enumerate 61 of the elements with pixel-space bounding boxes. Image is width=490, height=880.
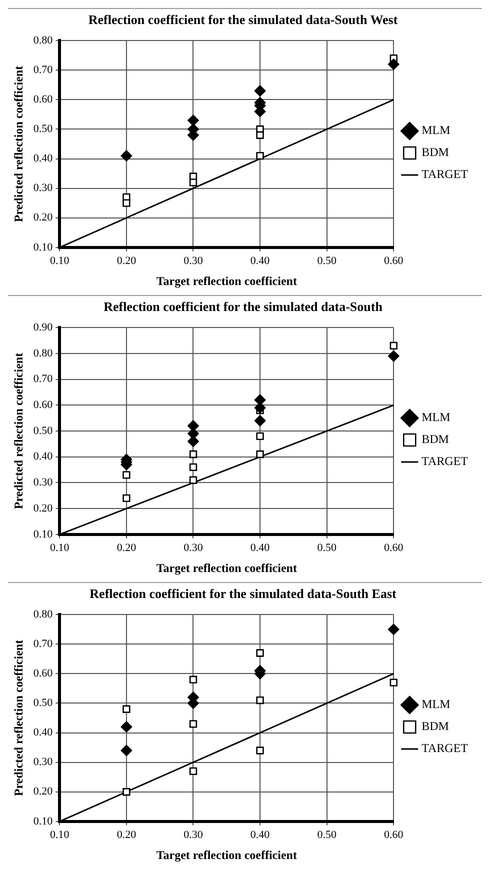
x-tick-label: 0.30 — [184, 254, 204, 267]
x-tick-label: 0.60 — [384, 254, 404, 267]
legend-label: BDM — [422, 719, 450, 734]
legend-label: MLM — [422, 697, 451, 712]
y-axis-title: Predicted reflection coefficient — [11, 640, 26, 796]
x-tick-label: 0.50 — [317, 254, 337, 267]
chart-title: Reflection coefficient for the simulated data-South East — [90, 586, 397, 602]
y-tick-label: 0.60 — [33, 94, 54, 106]
x-tick-label: 0.60 — [384, 828, 404, 841]
x-tick-label: 0.40 — [250, 254, 270, 267]
legend-label: TARGET — [422, 454, 469, 468]
legend-label: MLM — [422, 410, 451, 424]
y-tick-label: 0.50 — [33, 424, 54, 437]
y-tick-label: 0.30 — [33, 476, 54, 489]
y-tick-label: 0.80 — [33, 34, 54, 46]
y-tick-label: 0.20 — [33, 212, 54, 224]
y-tick-label: 0.70 — [33, 64, 54, 76]
x-tick-label: 0.30 — [184, 828, 204, 841]
legend-label: BDM — [422, 432, 450, 446]
y-tick-label: 0.80 — [33, 608, 54, 620]
y-tick-label: 0.60 — [33, 399, 54, 412]
x-tick-label: 0.40 — [250, 828, 270, 841]
chart-title: Reflection coefficient for the simulated data-South West — [88, 12, 398, 28]
x-tick-label: 0.40 — [250, 542, 270, 554]
x-axis-title: Target reflection coefficient — [156, 274, 297, 288]
y-tick-label: 0.20 — [33, 502, 54, 514]
chart-title: Reflection coefficient for the simulated data-South — [104, 299, 384, 314]
x-tick-label: 0.50 — [317, 542, 337, 554]
y-tick-label: 0.30 — [33, 182, 54, 194]
y-tick-label: 0.50 — [33, 123, 54, 136]
x-tick-label: 0.10 — [50, 828, 70, 841]
legend-label: TARGET — [422, 741, 469, 756]
x-tick-label: 0.20 — [116, 828, 137, 841]
legend-label: BDM — [422, 145, 450, 160]
y-tick-label: 0.10 — [33, 528, 54, 540]
y-tick-label: 0.10 — [33, 815, 54, 828]
y-tick-label: 0.90 — [33, 321, 54, 334]
y-tick-label: 0.40 — [33, 726, 54, 739]
y-tick-label: 0.70 — [33, 638, 54, 650]
y-tick-label: 0.60 — [33, 668, 54, 680]
x-tick-label: 0.10 — [50, 542, 70, 554]
x-tick-label: 0.50 — [317, 828, 337, 841]
y-tick-label: 0.10 — [33, 241, 54, 254]
x-tick-label: 0.20 — [116, 254, 137, 267]
x-tick-label: 0.30 — [184, 542, 204, 554]
y-axis-title: Predicted reflection coefficient — [11, 66, 26, 222]
y-tick-label: 0.40 — [33, 450, 54, 463]
y-tick-label: 0.70 — [33, 373, 54, 386]
y-tick-label: 0.50 — [33, 697, 54, 710]
legend-label: TARGET — [422, 167, 469, 182]
x-tick-label: 0.20 — [116, 542, 137, 554]
x-tick-label: 0.60 — [384, 542, 404, 554]
x-axis-title: Target reflection coefficient — [156, 848, 297, 862]
legend-label: MLM — [422, 123, 451, 138]
x-axis-title: Target reflection coefficient — [156, 560, 297, 575]
y-axis-title: Predicted reflection coefficient — [11, 352, 26, 510]
x-tick-label: 0.10 — [50, 254, 70, 267]
y-tick-label: 0.40 — [33, 152, 54, 165]
y-tick-label: 0.30 — [33, 756, 54, 768]
y-tick-label: 0.20 — [33, 786, 54, 798]
y-tick-label: 0.80 — [33, 347, 54, 360]
